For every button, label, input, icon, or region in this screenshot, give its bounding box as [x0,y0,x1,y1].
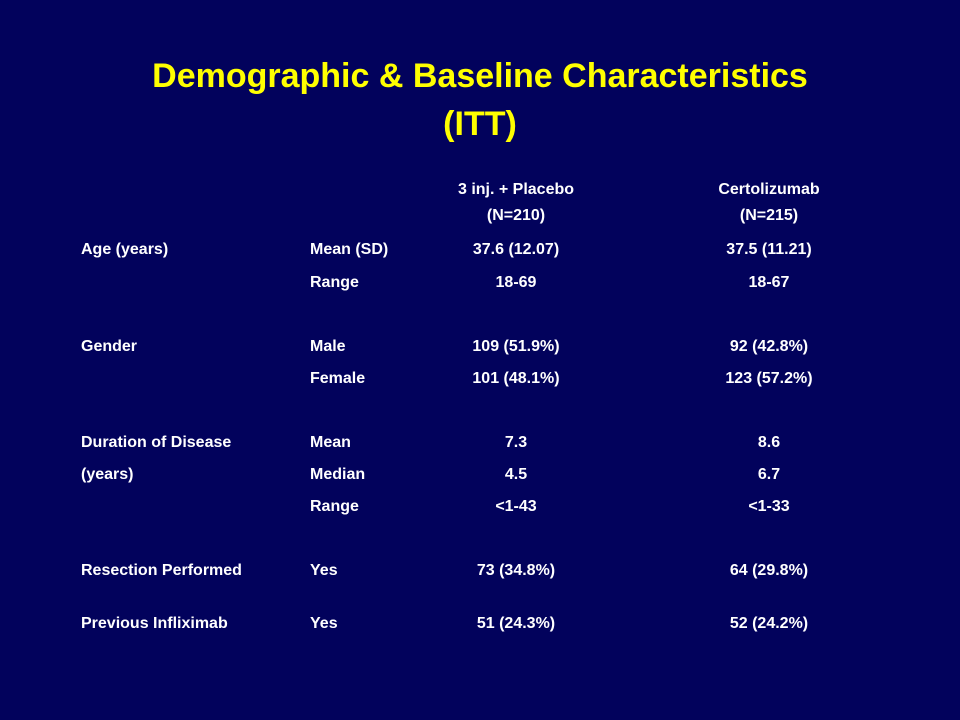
row-sublabel: Range [310,274,359,291]
row-sublabel: Male [310,338,346,355]
row-sublabel: Mean (SD) [310,241,389,258]
placebo-value: 18-69 [495,274,537,291]
placebo-value: 7.3 [504,434,528,451]
certolizumab-value: 37.5 (11.21) [726,241,812,258]
certolizumab-value: 92 (42.8%) [729,338,809,355]
placebo-value: 37.6 (12.07) [472,241,560,258]
certolizumab-value: 6.7 [757,466,781,483]
row-sublabel: Yes [310,562,338,579]
certolizumab-value: <1-33 [748,498,790,515]
row-sublabel: Female [310,370,366,387]
certolizumab-value: 52 (24.2%) [729,615,809,632]
placebo-value: 109 (51.9%) [472,338,560,355]
row-label: Previous Infliximab [81,615,228,632]
row-sublabel: Median [310,466,366,483]
placebo-value: 101 (48.1%) [472,370,560,387]
row-sublabel: Yes [310,615,338,632]
certolizumab-value: 8.6 [757,434,781,451]
row-label: Age (years) [81,241,169,258]
certolizumab-value: 123 (57.2%) [725,370,813,387]
column-header-placebo-n: (N=210) [486,207,546,224]
slide-title-line-2: (ITT) [443,105,517,143]
row-label: Gender [81,338,138,355]
column-header-placebo: 3 inj. + Placebo [457,181,575,198]
row-sublabel: Range [310,498,359,515]
column-header-certolizumab: Certolizumab [718,181,820,198]
placebo-value: 73 (34.8%) [476,562,556,579]
row-label: Resection Performed [81,562,242,579]
row-label: Duration of Disease [81,434,232,451]
row-label: (years) [81,466,134,483]
certolizumab-value: 64 (29.8%) [729,562,809,579]
row-sublabel: Mean [310,434,351,451]
placebo-value: 4.5 [504,466,528,483]
slide-title-line-1: Demographic & Baseline Characteristics [152,57,808,95]
column-header-certolizumab-n: (N=215) [739,207,799,224]
placebo-value: <1-43 [495,498,537,515]
placebo-value: 51 (24.3%) [476,615,556,632]
certolizumab-value: 18-67 [748,274,790,291]
